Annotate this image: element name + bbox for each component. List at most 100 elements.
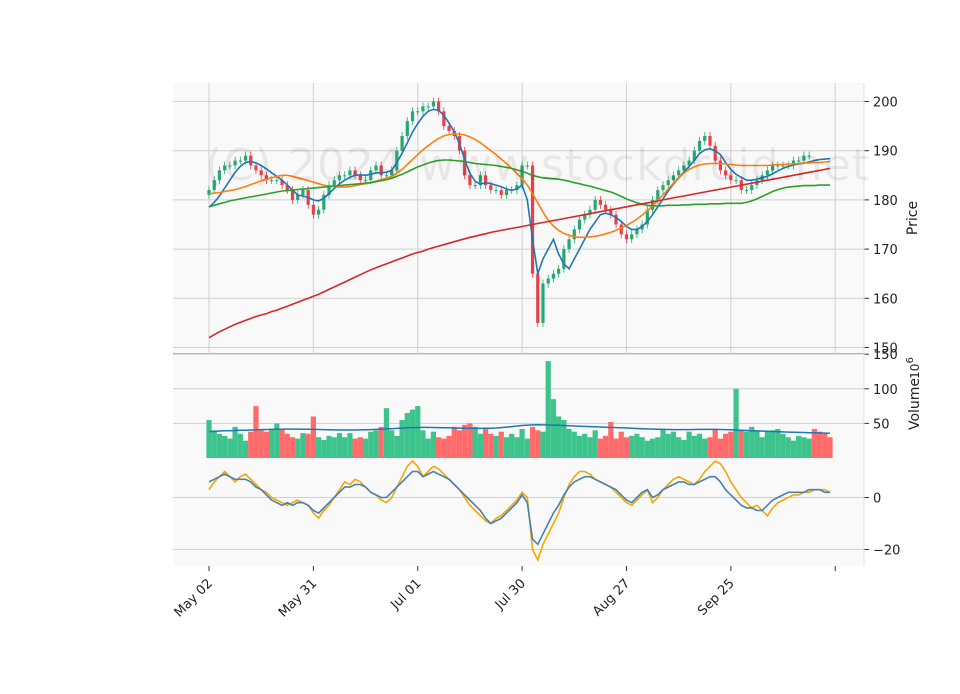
volume-bar <box>644 440 650 458</box>
candle-body <box>687 160 691 166</box>
candle-body <box>791 160 796 166</box>
volume-bar <box>482 428 489 458</box>
volume-bar <box>665 433 671 458</box>
candle-body <box>567 239 571 250</box>
volume-bar <box>790 440 797 458</box>
candle-body <box>369 170 373 181</box>
volume-bar <box>362 438 369 458</box>
candle-body <box>583 214 587 220</box>
volume-bar <box>785 437 791 458</box>
candle-body <box>572 229 576 240</box>
volume-bar <box>331 437 337 458</box>
candle-body <box>536 273 540 323</box>
candle-body <box>744 190 749 192</box>
volume-tick-label: 50 <box>873 417 890 432</box>
oscillator-panel: −20 0 <box>173 458 900 566</box>
candle-body <box>708 135 712 146</box>
volume-bar <box>587 437 593 458</box>
price-ma-line-ma50 <box>208 159 830 208</box>
oscillator-line-osc-a <box>208 459 831 562</box>
candle-body <box>661 185 665 191</box>
volume-bar <box>456 430 463 458</box>
volume-bar <box>472 426 478 458</box>
volume-bar <box>206 419 212 458</box>
volume-bar <box>660 428 666 458</box>
candle-body <box>416 111 420 113</box>
volume-tick-label: 150 <box>873 348 898 363</box>
volume-bar <box>404 413 410 458</box>
volume-bar <box>655 437 661 458</box>
candle-body <box>353 170 357 176</box>
volume-bar <box>796 435 802 458</box>
candle-body <box>363 180 368 182</box>
price-panel-bg <box>173 83 864 353</box>
candle-body <box>249 155 253 166</box>
volume-bar <box>263 431 270 458</box>
volume-bar <box>728 431 734 458</box>
volume-bar <box>801 437 807 458</box>
volume-bar <box>613 438 619 458</box>
candle-body <box>593 199 597 210</box>
volume-bar <box>639 437 645 458</box>
volume-bar <box>514 437 520 458</box>
candle-body <box>750 185 754 191</box>
candle-body <box>515 185 519 191</box>
volume-bar <box>566 428 572 458</box>
candle-body <box>358 175 362 181</box>
price-ma-line-ma20 <box>208 133 831 239</box>
volume-bar <box>378 426 384 458</box>
candle-body <box>468 175 472 186</box>
volume-bar <box>373 430 379 458</box>
volume-bar <box>775 428 781 458</box>
volume-bar <box>806 438 812 458</box>
candle-body <box>682 165 686 171</box>
volume-unit-label: 106 <box>905 357 922 379</box>
price-tick-label: 190 <box>873 145 898 160</box>
volume-bar <box>269 428 275 458</box>
volume-bar <box>780 433 786 458</box>
volume-bar <box>634 433 640 458</box>
volume-bar <box>227 438 233 458</box>
volume-bar <box>493 435 499 458</box>
candle-body <box>781 165 785 167</box>
candle-body <box>604 204 608 210</box>
candle-body <box>677 170 681 176</box>
volume-bar <box>556 416 562 458</box>
candle-body <box>802 155 806 161</box>
candle-body <box>656 190 660 200</box>
price-tick-label: 160 <box>873 292 898 307</box>
volume-bar <box>822 433 828 458</box>
volume-bar <box>592 430 598 458</box>
candle-body <box>724 170 728 176</box>
price-tick-label: 200 <box>873 96 898 111</box>
candle-body <box>243 155 248 161</box>
volume-bar <box>237 433 243 458</box>
volume-bar <box>561 419 567 458</box>
volume-bar <box>420 430 426 458</box>
price-tick-label: 150 <box>873 342 898 357</box>
volume-bar <box>629 435 635 458</box>
volume-bar <box>462 424 468 458</box>
candle-body <box>426 106 430 108</box>
candle-body <box>442 111 446 127</box>
candle-body <box>390 170 394 176</box>
volume-bar <box>222 435 228 458</box>
volume-bar <box>649 438 656 458</box>
candle-body <box>238 160 242 162</box>
volume-bar <box>352 438 358 458</box>
volume-bar <box>509 433 515 458</box>
candle-body <box>228 165 232 167</box>
volume-bar <box>738 430 744 458</box>
volume-bar <box>723 433 729 458</box>
volume-bar <box>430 431 437 458</box>
volume-bar <box>759 437 765 458</box>
volume-bar <box>498 431 504 458</box>
volume-bar <box>519 428 525 458</box>
volume-tick-label: 100 <box>873 383 898 398</box>
candle-body <box>259 170 263 176</box>
candle-body <box>671 175 676 181</box>
volume-bar <box>342 437 348 458</box>
candle-body <box>692 150 696 161</box>
candle-body <box>280 180 284 186</box>
